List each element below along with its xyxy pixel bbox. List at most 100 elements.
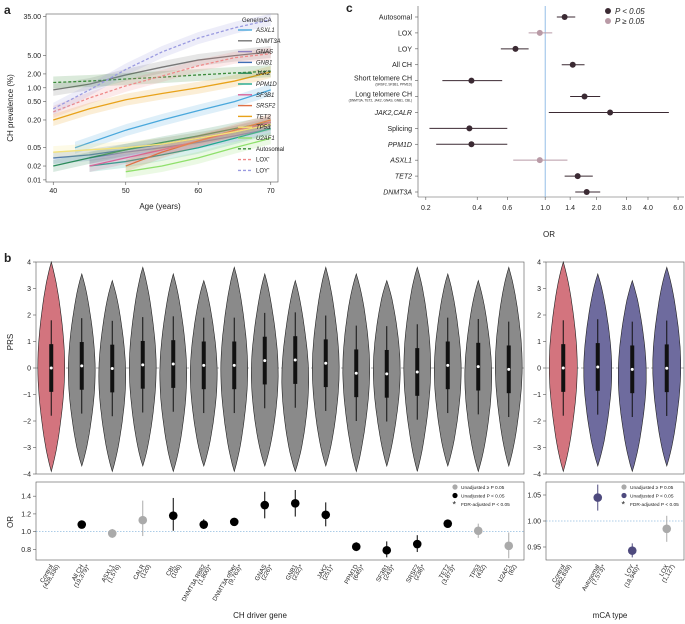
- panel-b-median: [354, 371, 358, 375]
- panel-a-band-srsf2: [125, 113, 271, 173]
- panel-c-xtick-label: 1.4: [565, 205, 575, 212]
- panel-c: c 0.2 0.4 0.6 1.0 1.4 2.0 3.0 4.0 6.0 Autosomal L…: [346, 1, 684, 239]
- panel-b-prs-tick-label: −2: [533, 419, 541, 426]
- panel-c-row-label: LOX: [398, 30, 412, 37]
- panel-b-letter: b: [4, 251, 11, 265]
- panel-c-point: [581, 93, 588, 100]
- panel-c-row-sublabel: (DNMT3A, TET2, JAK2, GNAS, GNB1, CBL): [349, 99, 412, 103]
- panel-a-xtick-label: 40: [49, 188, 57, 195]
- panel-b-legend-label: Unadjusted P < 0.05: [630, 494, 674, 500]
- panel-a-ytick-label: 0.50: [27, 99, 41, 106]
- panel-c-row-label: JAK2,CALR: [374, 110, 412, 117]
- panel-b-or-point: [168, 511, 178, 520]
- panel-c-point: [468, 141, 475, 148]
- panel-b-gene-plots: −4−3−2−1012340.81.01.21.4Control(428,336…: [21, 260, 525, 603]
- panel-c-point: [569, 61, 576, 68]
- panel-a-line-tp53: [53, 123, 271, 153]
- panel-b-median: [324, 361, 328, 365]
- panel-b-median: [415, 370, 419, 374]
- panel-c-row-label: DNMT3A: [383, 190, 412, 197]
- panel-b-median: [385, 372, 389, 376]
- panel-c-row-label: Long telomere CH: [355, 92, 412, 99]
- panel-a-xtick-label: 50: [122, 188, 130, 195]
- panel-b-prs-tick-label: −4: [23, 472, 31, 479]
- panel-c-row-label: All CH: [392, 62, 412, 69]
- panel-b-legend-label: FDR-adjusted P < 0.05: [630, 502, 679, 508]
- panel-c-point: [512, 45, 519, 52]
- panel-a-line-autosomal: [53, 70, 271, 84]
- panel-a-ytick-label: 0.05: [27, 145, 41, 152]
- panel-b-prs-tick-label: −1: [23, 392, 31, 399]
- panel-a-line-tet2: [53, 71, 271, 121]
- panel-c-xtick-label: 6.0: [673, 205, 683, 212]
- panel-a-legend-label: LOY*: [256, 166, 270, 175]
- panel-a-legend-sup: *: [268, 155, 270, 160]
- panel-b-median: [561, 366, 565, 370]
- panel-b-prs-tick-label: 1: [27, 339, 31, 346]
- panel-b-median: [263, 359, 267, 363]
- panel-b-prs-tick-label: −1: [533, 392, 541, 399]
- panel-a-legend-sup: *: [268, 166, 270, 171]
- panel-c-letter: c: [346, 1, 353, 15]
- panel-b-or-point: [290, 498, 300, 508]
- panel-a-legend-label: SRSF2: [256, 104, 276, 110]
- panel-b-or-point: [412, 539, 422, 549]
- panel-b-median: [293, 358, 297, 362]
- panel-a-line-dnmt3a: [53, 51, 271, 91]
- panel-b-or-label: OR: [6, 516, 15, 528]
- panel-a-axes: 40 50 60 70 0.01 0.02 0.05 0.20 0.50 1.00 2.00 5.00…: [23, 13, 279, 195]
- panel-b-legend-label: Unadjusted ≥ P 0.05: [461, 485, 505, 491]
- panel-c-axes: 0.2 0.4 0.6 1.0 1.4 2.0 3.0 4.0 6.0: [417, 6, 684, 212]
- panel-c-rows: Autosomal LOX LOY All CH Short telomere CH(S…: [349, 14, 669, 197]
- panel-b-prs-tick-label: 0: [27, 366, 31, 373]
- panel-c-point: [574, 173, 581, 180]
- panel-b-or-point: [593, 493, 603, 502]
- panel-a-line-u2af1: [125, 137, 271, 173]
- panel-b-or-tick-label: 1.4: [21, 494, 31, 501]
- panel-a-legend-label: ASXL1: [255, 28, 275, 34]
- panel-b-prs-tick-label: −3: [23, 445, 31, 452]
- panel-b-median: [80, 364, 84, 368]
- panel-a-ylabel: CH prevalence (%): [6, 74, 15, 142]
- panel-b-prs-tick-label: 2: [27, 313, 31, 320]
- panel-b-xlabel-gene: CH driver gene: [233, 611, 287, 620]
- panel-c-xtick-label: 0.6: [502, 205, 512, 212]
- panel-b-prs-tick-label: 0: [537, 366, 541, 373]
- panel-a-legend-label: Autosomal: [256, 147, 284, 153]
- panel-a-ytick-label: 2.00: [27, 71, 41, 78]
- panel-c-point: [583, 189, 590, 195]
- panel-a-line-jak2: [53, 121, 271, 167]
- panel-c-xtick-label: 4.0: [643, 205, 653, 212]
- panel-a-series: [52, 13, 271, 178]
- panel-b-group-n: (82): [507, 564, 519, 577]
- panel-b-legend-dot: [621, 492, 627, 499]
- panel-b-or-point: [443, 519, 453, 528]
- panel-a-legend-title: Gene/mCA: [242, 18, 272, 24]
- panel-b-legend-dot: [621, 484, 627, 490]
- panel-b-or-point: [321, 510, 331, 520]
- panel-b-or-point: [627, 546, 637, 555]
- panel-a-legend-label: JAK2: [255, 71, 271, 77]
- panel-c-point: [468, 77, 475, 84]
- panel-a-frame: [45, 13, 279, 183]
- panel-b-median: [171, 362, 175, 366]
- panel-c-point: [607, 109, 614, 116]
- panel-b-legend-dot: [452, 484, 458, 490]
- panel-a-letter: a: [4, 3, 11, 17]
- panel-a-line-asxl1: [74, 89, 271, 149]
- panel-b-or-point: [351, 542, 361, 552]
- panel-a-legend-label: PPM1D: [256, 82, 277, 88]
- panel-b-or-point: [229, 517, 239, 527]
- panel-b-or-tick-label: 1.05: [527, 493, 541, 500]
- panel-b-legend-label: FDR-adjusted P < 0.05: [461, 502, 510, 508]
- panel-b-median: [202, 363, 206, 367]
- panel-a-line-ppm1d: [89, 127, 271, 167]
- panel-a-line-loy: [52, 19, 271, 110]
- panel-a-legend-label: LOX*: [256, 155, 270, 164]
- panel-b-legend-dot: [452, 492, 458, 499]
- panel-c-point: [561, 14, 568, 20]
- panel-c-legend-marker: [605, 8, 611, 14]
- panel-b-median: [476, 365, 480, 369]
- panel-b-median: [110, 367, 114, 371]
- panel-c-point: [466, 125, 473, 132]
